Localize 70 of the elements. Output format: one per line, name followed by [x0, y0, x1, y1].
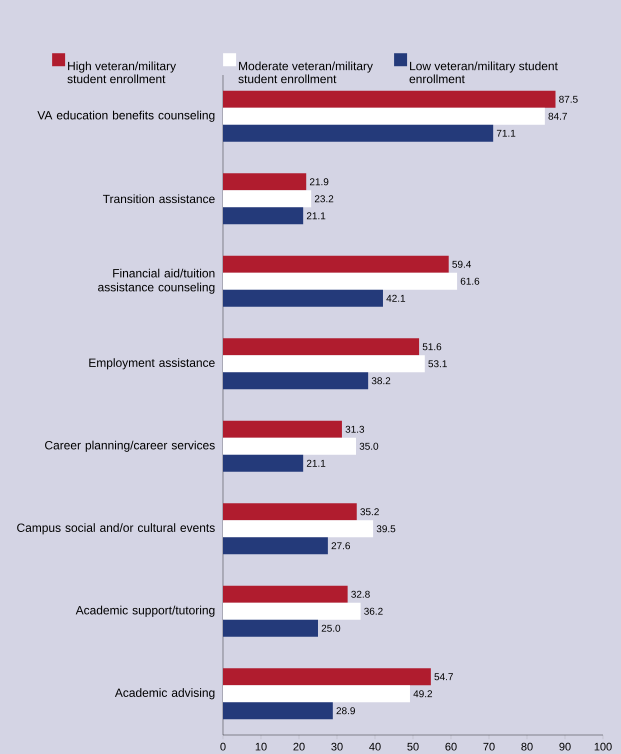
- data-label: 84.7: [548, 112, 567, 120]
- data-label: 21.1: [306, 460, 326, 467]
- bar: [223, 173, 306, 190]
- bar: [223, 355, 425, 372]
- data-label: 36.2: [364, 608, 383, 615]
- data-label: 21.1: [306, 212, 326, 220]
- data-label: 32.8: [351, 590, 370, 598]
- bar: [223, 438, 356, 455]
- x-tick-label: 70: [483, 742, 495, 751]
- bar: [223, 90, 556, 108]
- data-label: 51.6: [422, 343, 442, 350]
- data-label: 39.5: [376, 525, 396, 532]
- data-label: 71.1: [496, 130, 516, 137]
- y-tick-label: Campus social and/or cultural events: [17, 523, 215, 534]
- data-label: 61.6: [460, 278, 480, 285]
- data-label: 35.2: [360, 508, 379, 516]
- x-tick-label: 0: [220, 742, 226, 751]
- y-tick-label: Academic advising: [114, 688, 214, 700]
- bar: [223, 537, 328, 554]
- data-label: 87.5: [559, 96, 578, 103]
- x-tick-label: 80: [521, 742, 533, 751]
- bar: [223, 108, 545, 125]
- y-tick-label: Academic support/tutoring: [76, 606, 214, 617]
- x-tick-label: 90: [559, 742, 571, 751]
- x-tick-label: 40: [369, 742, 381, 751]
- x-tick-label: 60: [445, 742, 457, 751]
- bar: [223, 207, 304, 224]
- bar: [223, 256, 449, 273]
- data-label: 31.3: [346, 426, 364, 433]
- bar: [223, 668, 431, 686]
- data-label: 53.1: [428, 360, 447, 368]
- y-tick-label: Career planning/career services: [45, 440, 215, 452]
- bar: [223, 685, 410, 702]
- x-tick-label: 20: [293, 742, 305, 751]
- bar: [223, 190, 312, 208]
- bar: [223, 586, 348, 603]
- data-label: 35.0: [360, 442, 378, 450]
- bar: [223, 520, 374, 538]
- legend-label: Moderate veteran/military student enrollment: [238, 61, 373, 84]
- legend-label: High veteran/military student enrollment: [67, 61, 176, 84]
- bar: [223, 602, 361, 620]
- bar: [223, 702, 333, 720]
- y-tick-label: Employment assistance: [89, 358, 215, 370]
- bar: [223, 503, 357, 520]
- x-tick-label: 100: [594, 742, 612, 751]
- y-tick-label: Financial aid/tuition assistance counseling: [98, 268, 214, 294]
- bar: [223, 620, 318, 637]
- data-label: 28.9: [336, 707, 355, 714]
- bar: [223, 454, 304, 472]
- y-tick-label: VA education benefits counseling: [37, 110, 214, 122]
- bar: [223, 290, 383, 307]
- y-tick-label: Transition assistance: [102, 194, 215, 204]
- bar: [223, 420, 342, 438]
- data-label: 38.2: [372, 377, 390, 384]
- x-tick-label: 30: [331, 742, 343, 751]
- data-label: 59.4: [452, 260, 472, 268]
- data-label: 54.7: [434, 673, 453, 680]
- data-label: 25.0: [322, 624, 340, 632]
- bar: [223, 372, 368, 390]
- bar: [223, 272, 458, 290]
- legend-label: Low veteran/military student enrollment: [410, 61, 558, 84]
- data-label: 23.2: [314, 195, 334, 202]
- x-tick-label: 50: [407, 742, 419, 751]
- x-tick-label: 10: [256, 742, 267, 751]
- bar: [223, 338, 420, 356]
- data-label: 42.1: [386, 294, 406, 302]
- data-label: 27.6: [332, 542, 350, 550]
- bar: [223, 124, 494, 142]
- data-label: 21.9: [310, 178, 328, 186]
- data-label: 49.2: [413, 690, 432, 698]
